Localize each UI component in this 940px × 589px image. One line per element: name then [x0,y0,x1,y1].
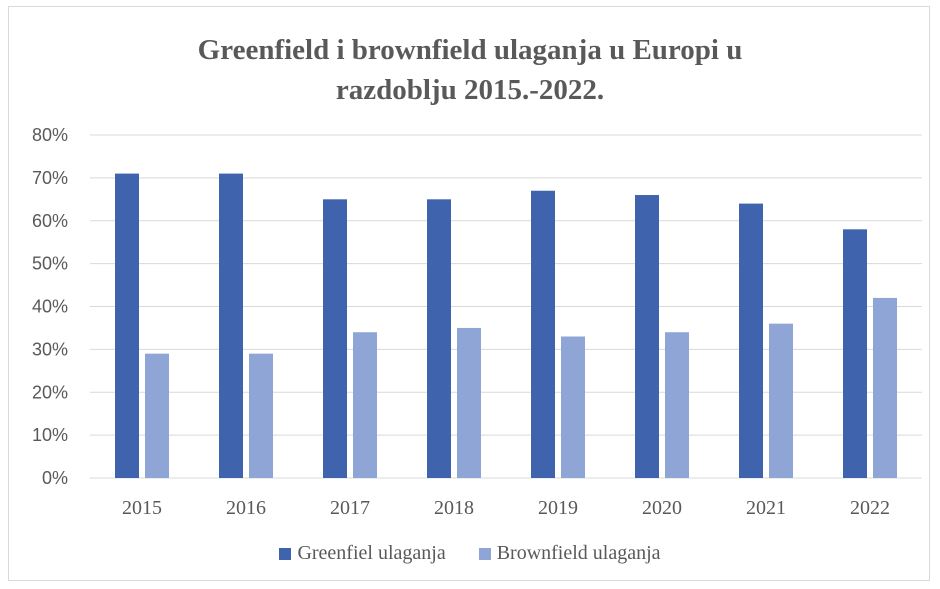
y-tick-label: 0% [42,468,68,488]
y-tick-label: 80% [32,125,68,145]
bar-brownfield [353,332,377,478]
bar-brownfield [457,327,481,478]
y-tick-label: 20% [32,382,68,402]
bar-brownfield [561,336,585,478]
bar-brownfield [665,332,689,478]
chart-title: Greenfield i brownfield ulaganja u Europ… [0,30,940,110]
legend-label-brownfield: Brownfield ulaganja [496,542,661,564]
bar-brownfield [249,353,273,478]
bar-brownfield [145,353,169,478]
x-tick-label: 2022 [850,497,890,519]
bar-greenfield [323,199,347,478]
bar-greenfield [219,173,243,478]
bar-brownfield [769,323,793,478]
bar-greenfield [115,173,139,478]
chart-title-line-2: razdoblju 2015.-2022. [335,74,605,106]
x-tick-label: 2017 [330,497,370,519]
legend-swatch-greenfield [279,547,292,560]
y-tick-label: 40% [32,297,68,317]
y-tick-label: 70% [32,168,68,188]
x-tick-label: 2020 [642,497,682,519]
chart-frame [8,6,930,581]
x-tick-label: 2016 [226,497,266,519]
legend: Greenfiel ulaganja Brownfield ulaganja [0,542,940,566]
chart-title-line-1: Greenfield i brownfield ulaganja u Europ… [197,34,743,66]
bar-greenfield [739,203,763,478]
y-tick-label: 50% [32,254,68,274]
x-tick-label: 2015 [122,497,162,519]
bar-greenfield [531,190,555,479]
bar-greenfield [843,229,867,478]
bar-brownfield [873,297,897,478]
legend-item-brownfield: Brownfield ulaganja [478,542,661,565]
legend-label-greenfield: Greenfiel ulaganja [297,542,446,564]
legend-swatch-brownfield [478,547,491,560]
y-tick-label: 10% [32,425,68,445]
y-tick-label: 60% [32,211,68,231]
bar-greenfield [427,199,451,478]
x-tick-label: 2019 [538,497,578,519]
x-tick-label: 2018 [434,497,474,519]
bar-greenfield [635,195,659,478]
x-tick-label: 2021 [746,497,786,519]
legend-item-greenfield: Greenfiel ulaganja [279,542,446,565]
y-tick-label: 30% [32,339,68,359]
